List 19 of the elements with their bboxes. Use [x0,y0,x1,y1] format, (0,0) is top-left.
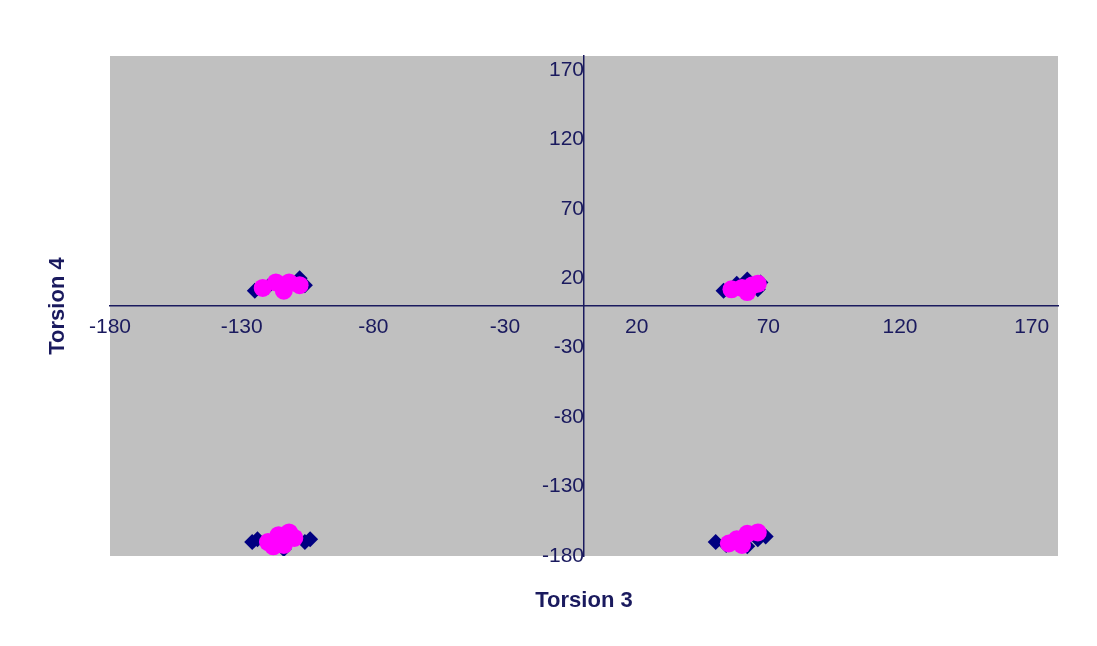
y-tick-label: 170 [548,56,584,80]
y-tick-label: 120 [548,126,584,150]
x-tick-label: 170 [1014,314,1050,338]
x-tick-label: -180 [88,314,132,338]
y-tick-label: 20 [560,265,584,289]
x-tick-label: -80 [358,314,389,338]
y-tick-label: -130 [541,473,584,497]
y-tick-label: -80 [553,403,584,427]
y-tick-label: 70 [560,195,584,219]
x-tick-label: 70 [756,314,781,338]
x-tick-label: 120 [882,314,918,338]
x-tick-label: -130 [220,314,263,338]
x-tick-label: 20 [624,314,649,338]
x-axis-title: Torsion 3 [535,587,633,613]
y-axis-title: Torsion 4 [44,256,70,355]
x-tick-label: -30 [489,314,521,338]
y-tick-label: -30 [553,334,584,358]
point [290,276,309,295]
y-tick-label: -180 [541,542,584,566]
